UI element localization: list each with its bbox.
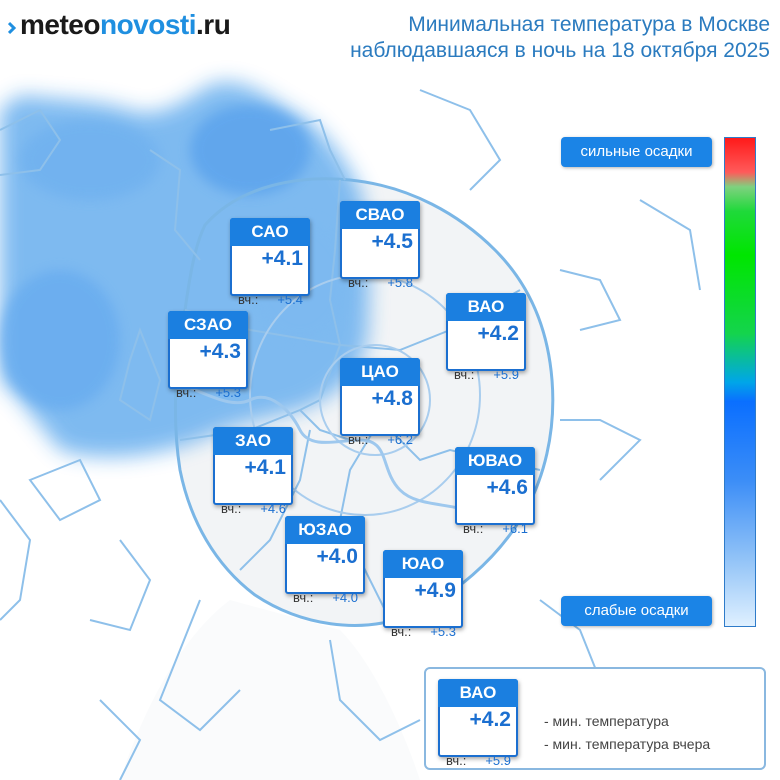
yesterday-label: вч.:	[293, 590, 314, 605]
yesterday-label: вч.:	[348, 432, 369, 447]
logo-part-novosti: novosti	[99, 9, 197, 40]
district-yesterday-temp: +4.0	[332, 590, 358, 605]
district-box-vao: ВАО +4.2 вч.: +5.9	[446, 293, 526, 382]
district-min-temp: +4.1	[244, 456, 286, 479]
mkad-ring	[173, 177, 555, 627]
district-yesterday-temp: +6.1	[502, 521, 528, 536]
logo[interactable]: meteonovosti.ru	[8, 8, 231, 42]
district-min-temp: +4.0	[316, 545, 358, 568]
yesterday-label: вч.:	[446, 753, 467, 768]
legend-district-name: ВАО	[438, 679, 518, 707]
district-yesterday-temp: +5.9	[493, 367, 519, 382]
yesterday-label: вч.:	[391, 624, 412, 639]
title-line-1: Минимальная температура в Москве	[408, 13, 770, 36]
precipitation-scale-bar	[724, 137, 756, 627]
district-box-zao: ЗАО +4.1 вч.: +4.6	[213, 427, 293, 516]
legend-min-yesterday-label: - мин. температура вчера	[544, 736, 711, 752]
district-box-svao: СВАО +4.5 вч.: +5.8	[340, 201, 420, 290]
yesterday-label: вч.:	[463, 521, 484, 536]
legend-min-temp-label: - мин. температура	[544, 713, 669, 729]
yesterday-label: вч.:	[238, 292, 259, 307]
district-yesterday-temp: +4.6	[260, 501, 286, 516]
district-min-temp: +4.3	[199, 340, 241, 363]
district-min-temp: +4.9	[414, 579, 456, 602]
district-name: ЮЗАО	[285, 516, 365, 544]
district-min-temp: +4.6	[486, 476, 528, 499]
logo-mark-icon	[8, 21, 17, 35]
district-yesterday-temp: +5.3	[215, 385, 241, 400]
district-box-yuvao: ЮВАО +4.6 вч.: +6.1	[455, 447, 535, 536]
title-line-2: наблюдавшаяся в ночь на 18 октября 2025	[350, 39, 770, 62]
district-min-temp: +4.5	[371, 230, 413, 253]
district-min-temp: +4.8	[371, 387, 413, 410]
map-title: Минимальная температура в Москве наблюда…	[350, 12, 770, 64]
district-box-yuzao: ЮЗАО +4.0 вч.: +4.0	[285, 516, 365, 605]
yesterday-label: вч.:	[454, 367, 475, 382]
district-yesterday-temp: +5.8	[387, 275, 413, 290]
legend-example-box: ВАО +4.2 вч.: +5.9	[438, 679, 518, 768]
scale-top-label: сильные осадки	[561, 137, 712, 167]
district-yesterday-temp: +6.2	[387, 432, 413, 447]
legend-yesterday-temp: +5.9	[485, 753, 511, 768]
district-name: САО	[230, 218, 310, 246]
district-name: СЗАО	[168, 311, 248, 339]
district-box-cao: ЦАО +4.8 вч.: +6.2	[340, 358, 420, 447]
district-min-temp: +4.1	[261, 247, 303, 270]
district-yesterday-temp: +5.4	[277, 292, 303, 307]
logo-part-domain: .ru	[196, 9, 231, 40]
legend-min-temp: +4.2	[469, 708, 511, 731]
legend-panel: ВАО +4.2 вч.: +5.9 - мин. температура - м…	[424, 667, 766, 770]
district-min-temp: +4.2	[477, 322, 519, 345]
yesterday-label: вч.:	[221, 501, 242, 516]
district-box-yuao: ЮАО +4.9 вч.: +5.3	[383, 550, 463, 639]
scale-bottom-label: слабые осадки	[561, 596, 712, 626]
district-name: СВАО	[340, 201, 420, 229]
district-name: ЗАО	[213, 427, 293, 455]
logo-part-meteo: meteo	[20, 9, 100, 40]
district-yesterday-temp: +5.3	[430, 624, 456, 639]
district-box-sao: САО +4.1 вч.: +5.4	[230, 218, 310, 307]
district-box-szao: СЗАО +4.3 вч.: +5.3	[168, 311, 248, 400]
yesterday-label: вч.:	[348, 275, 369, 290]
district-name: ЮАО	[383, 550, 463, 578]
yesterday-label: вч.:	[176, 385, 197, 400]
district-name: ЮВАО	[455, 447, 535, 475]
district-name: ВАО	[446, 293, 526, 321]
district-name: ЦАО	[340, 358, 420, 386]
